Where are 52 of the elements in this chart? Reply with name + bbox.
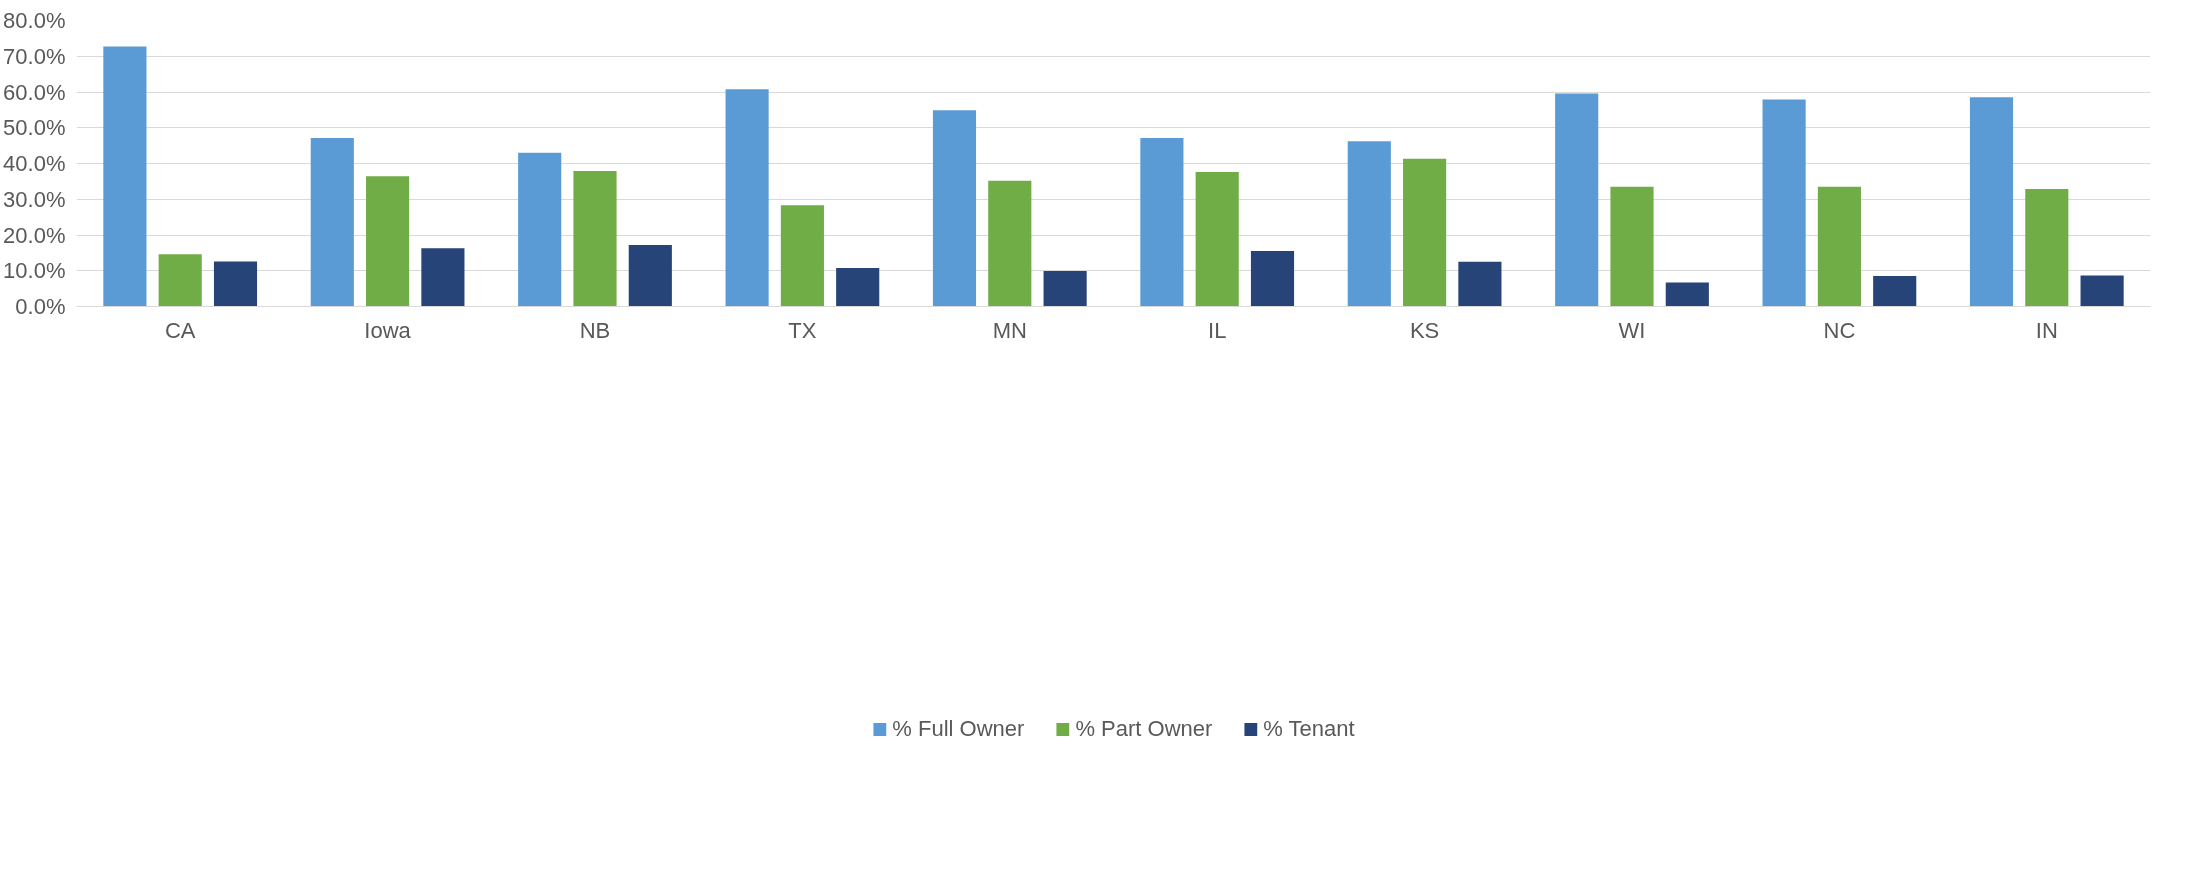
x-tick-label: IL <box>1208 317 1227 343</box>
y-tick-label: 10.0% <box>3 258 66 284</box>
y-tick-label: 60.0% <box>3 79 66 105</box>
x-tick-label: IN <box>2035 317 2058 343</box>
bar <box>932 110 977 307</box>
legend-label: % Tenant <box>1263 715 1355 742</box>
y-tick-label: 20.0% <box>3 222 66 248</box>
bar <box>1195 172 1239 307</box>
bar <box>1969 97 2014 307</box>
bar <box>725 89 769 307</box>
y-tick-label: 40.0% <box>3 151 66 176</box>
bar <box>518 152 562 307</box>
x-tick-label: NC <box>1823 317 1856 343</box>
x-tick-label: NB <box>579 317 611 343</box>
bar <box>1347 141 1391 307</box>
bar <box>1610 186 1654 307</box>
x-tick-label: MN <box>992 317 1027 343</box>
bar <box>1665 282 1709 307</box>
bar <box>1555 93 1599 307</box>
bar <box>1873 276 1917 307</box>
bar <box>421 248 465 307</box>
bar <box>1403 158 1447 307</box>
bar <box>1458 261 1502 307</box>
y-tick-label: 0.0% <box>15 294 66 319</box>
bar <box>310 138 354 307</box>
legend-label: % Full Owner <box>892 715 1025 742</box>
bar <box>780 205 824 307</box>
bar <box>573 171 617 307</box>
x-tick-label: Iowa <box>364 317 412 343</box>
bar <box>2025 188 2069 307</box>
bar <box>2080 275 2124 307</box>
x-tick-label: WI <box>1618 317 1646 343</box>
y-tick-label: 30.0% <box>3 186 66 212</box>
bar <box>213 261 258 307</box>
x-tick-label: KS <box>1409 317 1440 343</box>
bar <box>1250 251 1295 307</box>
bar <box>103 46 147 307</box>
bar <box>1817 186 1861 307</box>
legend-label: % Part Owner <box>1075 715 1213 742</box>
x-tick-label: CA <box>164 317 196 343</box>
x-tick-label: TX <box>788 317 817 343</box>
y-tick-label: 50.0% <box>3 115 66 141</box>
bar <box>988 180 1032 307</box>
bar <box>836 267 880 307</box>
bar <box>1140 138 1184 307</box>
bar <box>1043 271 1087 307</box>
y-tick-label: 80.0% <box>3 8 66 33</box>
bar <box>628 245 672 307</box>
y-tick-label: 70.0% <box>3 43 66 69</box>
bar <box>366 176 410 307</box>
bar <box>1762 99 1806 307</box>
bar <box>158 254 202 307</box>
